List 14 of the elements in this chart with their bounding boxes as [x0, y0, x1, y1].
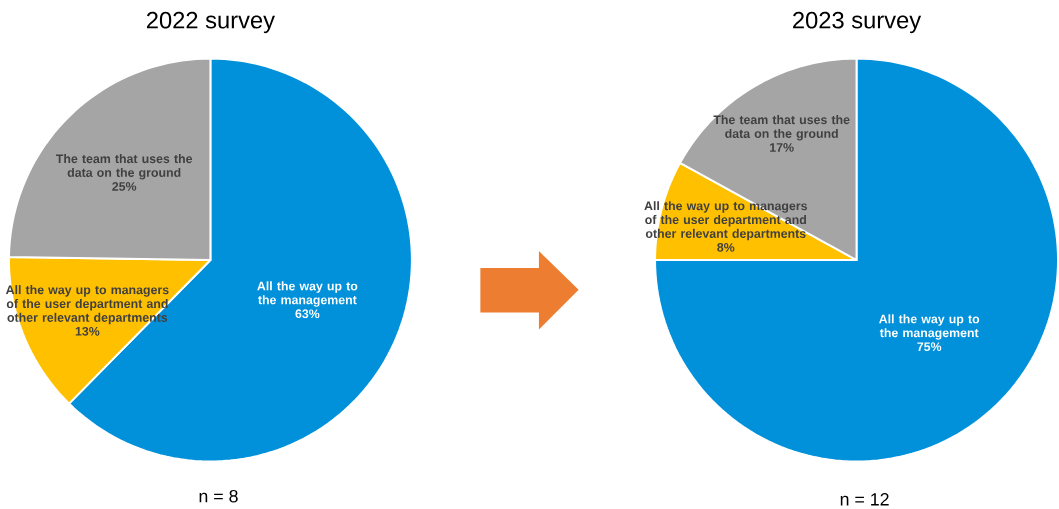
- data-label: 13%: [75, 326, 100, 336]
- data-label: 17%: [770, 143, 794, 152]
- text: n = 8: [199, 489, 238, 503]
- data-label: 8%: [717, 242, 735, 252]
- slice-label: All the way up to the management: [879, 314, 980, 340]
- slice-label: All the way up to the management: [257, 281, 358, 307]
- chart-title: 2023 survey: [793, 11, 922, 34]
- data-label: 75%: [917, 342, 942, 351]
- chart-title: 2022 survey: [146, 11, 275, 34]
- slice-label: The team that uses the data on the ground: [55, 153, 193, 180]
- data-label: 63%: [295, 309, 320, 319]
- text: n = 12: [840, 492, 889, 506]
- data-label: 25%: [112, 182, 137, 191]
- slice-label: The team that uses the data on the ground: [713, 114, 850, 141]
